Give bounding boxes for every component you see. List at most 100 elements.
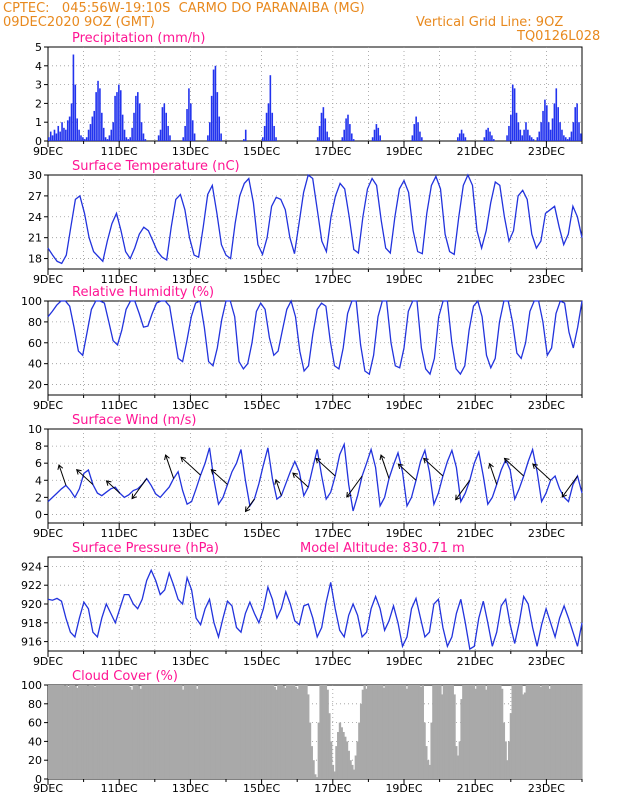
wind-arrow-head [210, 469, 217, 475]
cloud-bar [507, 741, 511, 779]
cloud-bar [278, 685, 282, 779]
precip-ytick-label: 4 [35, 60, 42, 73]
cloud-bar [206, 685, 209, 779]
cloud-bar [509, 713, 513, 779]
cloud-bar [136, 685, 139, 779]
cloud-bar [402, 685, 405, 779]
cloud-bar [203, 685, 206, 779]
cloud-bar [321, 685, 324, 779]
precip-bar [373, 129, 376, 141]
wind-frame [47, 428, 583, 524]
precip-bar [517, 122, 520, 141]
precip-bar [57, 125, 60, 141]
rh-ytick-label: 80 [28, 316, 42, 329]
cloud-bar [527, 685, 530, 779]
cloud-bar [550, 685, 553, 779]
cloud-ytick-label: 20 [28, 754, 42, 767]
pres-series-line [47, 568, 583, 651]
wind-ytick-label: 4 [35, 474, 42, 487]
cloud-bar [368, 685, 372, 779]
precip-bar [218, 116, 221, 141]
precip-bar [142, 133, 145, 141]
rh-ytick-label: 20 [28, 379, 42, 392]
precip-bar [99, 88, 101, 141]
cloud-title: Cloud Cover (%) [72, 669, 178, 684]
cloud-bar [273, 686, 276, 779]
cloud-bar [243, 685, 246, 779]
temp-ytick-label: 24 [28, 211, 42, 224]
precip-bar [521, 135, 523, 141]
precip-bar [421, 137, 423, 141]
precip-bar [553, 103, 556, 141]
cloud-xtick-label: 13DEC [172, 782, 209, 795]
pres-ytick-label: 918 [21, 617, 42, 630]
precip-bar [48, 137, 50, 141]
cloud-bar [506, 760, 509, 779]
temp-xtick-label: 19DEC [385, 273, 422, 286]
cloud-bar [511, 685, 514, 779]
cloud-bar [525, 685, 528, 779]
cloud-bar [439, 685, 442, 779]
cloud-bar [405, 688, 409, 779]
cloud-bar [275, 689, 278, 779]
cloud-bar [342, 732, 345, 779]
cloud-bar [137, 685, 141, 779]
precip-bar [137, 92, 139, 141]
precip-bar [574, 107, 577, 141]
wind-arrow-head [488, 462, 494, 469]
cloud-bar [448, 685, 451, 779]
rh-xtick-label: 9DEC [33, 399, 63, 412]
cloud-bar [294, 686, 298, 779]
cloud-bar [331, 764, 335, 779]
precip-bar [379, 135, 381, 141]
cloud-bar [485, 689, 488, 779]
cloud-bar [470, 685, 474, 779]
cloud-bar [192, 685, 195, 779]
cloud-bar [483, 685, 486, 779]
wind-xtick-label: 17DEC [314, 527, 351, 540]
cloud-bar [386, 685, 389, 779]
wind-arrow [245, 498, 255, 512]
cloud-bar [359, 703, 363, 779]
precip-bar [182, 137, 185, 141]
precip-bar [125, 137, 128, 141]
header-grid-note: Vertical Grid Line: 9OZ [416, 15, 564, 30]
cloud-bar [130, 689, 134, 779]
precip-bar [377, 127, 380, 141]
cloud-bar [322, 685, 326, 779]
cloud-bar [379, 685, 382, 779]
cloud-bar [571, 685, 574, 779]
temp-xtick-label: 9DEC [33, 273, 63, 286]
cloud-bar [518, 685, 521, 779]
wind-arrow-head [274, 478, 281, 485]
precip-bar [561, 129, 563, 141]
precip-bar [157, 135, 160, 141]
cloud-bar [56, 685, 60, 779]
cloud-bar [536, 685, 539, 779]
wind-arrow-head [561, 491, 567, 498]
cloud-bar [65, 685, 68, 779]
precip-bar [580, 133, 582, 141]
temp-xtick-label: 15DEC [243, 273, 280, 286]
cloud-bar [247, 685, 250, 779]
temp-xtick-label: 17DEC [314, 273, 351, 286]
precip-bar [487, 127, 489, 141]
precip-bar [220, 133, 222, 141]
precip-bar [417, 122, 419, 141]
precip-bar [72, 54, 75, 141]
cloud-bar [546, 685, 550, 779]
cloud-bar [213, 685, 217, 779]
precip-bar [184, 125, 186, 141]
temp-title: Surface Temperature (nC) [72, 159, 240, 174]
precip-bar [127, 139, 130, 141]
cloud-xtick-label: 23DEC [528, 782, 565, 795]
precip-bar [273, 125, 275, 141]
precip-bar [347, 114, 349, 141]
precip-xtick-label: 9DEC [33, 145, 63, 158]
wind-arrow-head [180, 456, 187, 463]
wind-arrow [106, 480, 121, 494]
cloud-bar [284, 687, 287, 779]
cloud-bar [62, 685, 65, 779]
cloud-bar [481, 685, 484, 779]
precip-bar [349, 124, 351, 141]
